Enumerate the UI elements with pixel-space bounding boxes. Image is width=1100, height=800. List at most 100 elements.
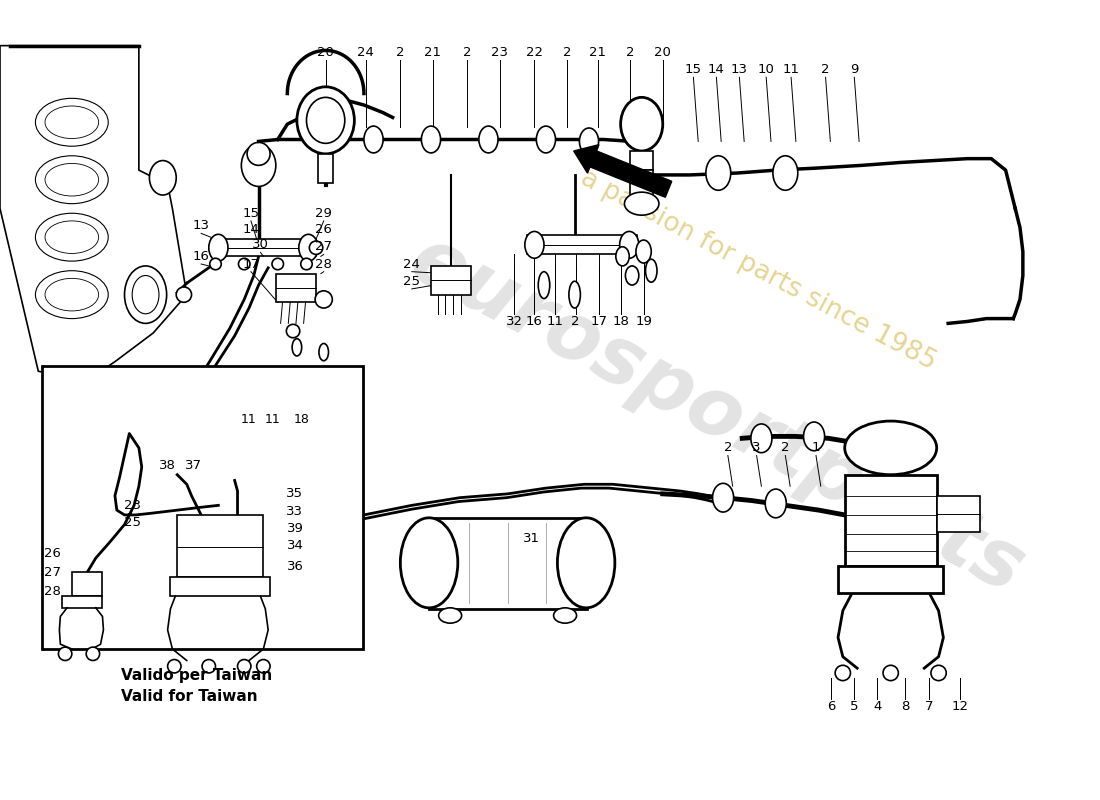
Ellipse shape: [636, 240, 651, 263]
Ellipse shape: [300, 258, 312, 270]
Text: 37: 37: [185, 458, 202, 472]
Ellipse shape: [307, 98, 344, 143]
Ellipse shape: [176, 287, 191, 302]
Ellipse shape: [86, 647, 100, 661]
Text: 23: 23: [123, 499, 141, 512]
Ellipse shape: [525, 231, 544, 258]
Ellipse shape: [319, 343, 329, 361]
Ellipse shape: [538, 272, 550, 298]
Ellipse shape: [478, 126, 498, 153]
Text: Valido per Taiwan: Valido per Taiwan: [121, 668, 273, 683]
Ellipse shape: [293, 338, 301, 356]
Ellipse shape: [931, 666, 946, 681]
Ellipse shape: [421, 126, 441, 153]
Text: Valid for Taiwan: Valid for Taiwan: [121, 690, 257, 704]
Text: 8: 8: [901, 700, 910, 713]
Text: 2: 2: [626, 46, 635, 59]
Text: 26: 26: [316, 223, 332, 236]
Bar: [431, 266, 471, 294]
Ellipse shape: [238, 659, 251, 673]
Ellipse shape: [272, 258, 284, 270]
Text: 16: 16: [192, 250, 210, 263]
Ellipse shape: [35, 214, 108, 261]
Bar: [72, 572, 102, 596]
Text: 31: 31: [522, 532, 540, 546]
Text: 14: 14: [242, 223, 260, 236]
Text: 7: 7: [925, 700, 933, 713]
Text: 35: 35: [286, 487, 304, 500]
Ellipse shape: [537, 126, 556, 153]
Ellipse shape: [883, 666, 899, 681]
Ellipse shape: [773, 156, 798, 190]
Text: 2: 2: [463, 46, 472, 59]
Text: 30: 30: [252, 238, 268, 251]
Text: 34: 34: [286, 539, 304, 552]
Ellipse shape: [766, 489, 786, 518]
Ellipse shape: [364, 126, 383, 153]
Text: a passion for parts since 1985: a passion for parts since 1985: [576, 165, 940, 375]
Text: 2: 2: [781, 442, 790, 454]
Text: 27: 27: [44, 566, 62, 579]
Ellipse shape: [45, 278, 99, 311]
Text: 23: 23: [492, 46, 508, 59]
Text: 20: 20: [654, 46, 671, 59]
Text: 11: 11: [241, 413, 257, 426]
Bar: [211, 239, 316, 256]
Text: 11: 11: [782, 63, 800, 76]
Ellipse shape: [309, 241, 322, 254]
Ellipse shape: [241, 144, 276, 186]
Text: 29: 29: [316, 206, 332, 220]
Text: 24: 24: [358, 46, 374, 59]
Text: 2: 2: [571, 315, 580, 328]
Bar: [429, 518, 587, 609]
Bar: [630, 170, 653, 204]
Bar: [318, 154, 333, 182]
Bar: [276, 274, 316, 302]
Polygon shape: [0, 46, 187, 381]
Ellipse shape: [286, 324, 300, 338]
Ellipse shape: [558, 518, 615, 608]
Text: 5: 5: [850, 700, 859, 713]
Ellipse shape: [45, 163, 99, 196]
Ellipse shape: [167, 659, 182, 673]
Text: 11: 11: [265, 413, 280, 426]
Ellipse shape: [45, 106, 99, 138]
Ellipse shape: [124, 266, 166, 323]
Bar: [177, 515, 263, 577]
Ellipse shape: [297, 87, 354, 154]
Ellipse shape: [845, 421, 937, 474]
Ellipse shape: [569, 282, 581, 308]
Text: eurosportparts: eurosportparts: [396, 220, 1036, 610]
Bar: [630, 151, 653, 170]
FancyArrow shape: [574, 145, 672, 198]
Ellipse shape: [35, 98, 108, 146]
Ellipse shape: [35, 270, 108, 318]
Text: 2: 2: [724, 442, 733, 454]
Text: 28: 28: [316, 258, 332, 270]
Ellipse shape: [713, 483, 734, 512]
Text: 18: 18: [613, 315, 629, 328]
Ellipse shape: [620, 98, 663, 151]
Text: 26: 26: [44, 546, 62, 560]
Ellipse shape: [256, 659, 271, 673]
Ellipse shape: [751, 424, 772, 453]
Text: 2: 2: [822, 63, 829, 76]
Ellipse shape: [619, 231, 639, 258]
Ellipse shape: [239, 258, 250, 270]
Ellipse shape: [580, 128, 598, 155]
Text: 25: 25: [404, 274, 420, 288]
Text: 27: 27: [316, 240, 332, 254]
Text: 12: 12: [952, 700, 968, 713]
Bar: [527, 235, 637, 254]
Text: 32: 32: [506, 315, 522, 328]
Text: 3: 3: [752, 442, 761, 454]
Text: 19: 19: [635, 315, 652, 328]
Text: 36: 36: [286, 560, 304, 573]
Text: 2: 2: [563, 46, 571, 59]
Ellipse shape: [209, 234, 228, 261]
Text: 38: 38: [160, 458, 176, 472]
Text: 11: 11: [547, 315, 564, 328]
Text: 28: 28: [44, 585, 62, 598]
Text: 1: 1: [812, 442, 821, 454]
Ellipse shape: [248, 142, 271, 166]
